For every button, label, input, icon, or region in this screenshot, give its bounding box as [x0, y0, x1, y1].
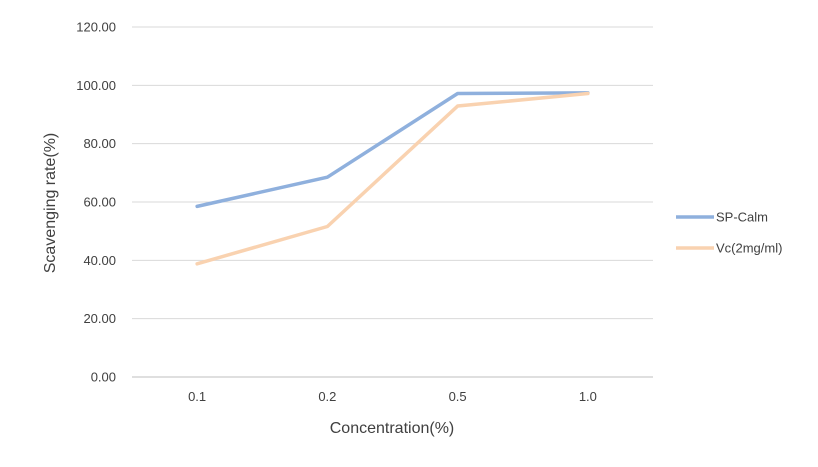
x-tick-label: 0.2: [318, 389, 336, 404]
y-axis-title: Scavenging rate(%): [42, 133, 59, 274]
x-tick-label: 1.0: [579, 389, 597, 404]
series-lines: [195, 91, 590, 266]
x-axis-ticks: 0.1 0.2 0.5 1.0: [188, 389, 597, 404]
legend-label: Vc(2mg/ml): [716, 241, 782, 256]
y-tick-label: 80.00: [83, 136, 116, 151]
x-tick-label: 0.1: [188, 389, 206, 404]
y-tick-label: 60.00: [83, 195, 116, 210]
y-tick-label: 20.00: [83, 311, 116, 326]
series-line-1: [195, 91, 590, 209]
y-tick-label: 100.00: [76, 78, 116, 93]
series-line-2: [195, 91, 590, 266]
x-tick-label: 0.5: [449, 389, 467, 404]
y-axis-ticks: 0.00 20.00 40.00 60.00 80.00 100.00 120.00: [76, 20, 116, 385]
x-axis-title: Concentration(%): [330, 420, 455, 437]
y-tick-label: 120.00: [76, 20, 116, 35]
y-tick-label: 0.00: [91, 370, 116, 385]
y-tick-label: 40.00: [83, 253, 116, 268]
legend: SP-Calm Vc(2mg/ml): [676, 210, 782, 256]
legend-label: SP-Calm: [716, 210, 768, 225]
